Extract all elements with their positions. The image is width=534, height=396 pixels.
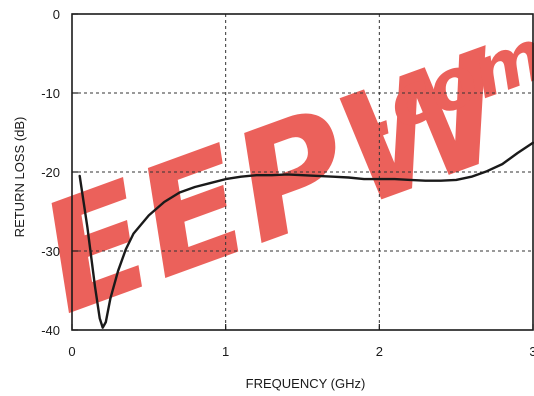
x-tick-label: 1	[222, 344, 229, 359]
x-tick-label: 3	[529, 344, 534, 359]
axes	[71, 13, 534, 331]
x-tick-label: 0	[68, 344, 75, 359]
y-tick-label: -30	[41, 244, 60, 259]
x-tick-label: 2	[376, 344, 383, 359]
y-tick-label: -10	[41, 86, 60, 101]
y-tick-label: -20	[41, 165, 60, 180]
y-tick-label: 0	[53, 7, 60, 22]
y-axis-label: RETURN LOSS (dB)	[12, 117, 27, 238]
return-loss-series-line	[78, 141, 534, 329]
x-axis-label: FREQUENCY (GHz)	[246, 376, 366, 391]
series-group	[78, 141, 534, 329]
grid-lines	[72, 14, 533, 330]
y-tick-label: -40	[41, 323, 60, 338]
tick-labels: 0 1 2 3 0 -10 -20 -30 -40	[41, 7, 534, 359]
